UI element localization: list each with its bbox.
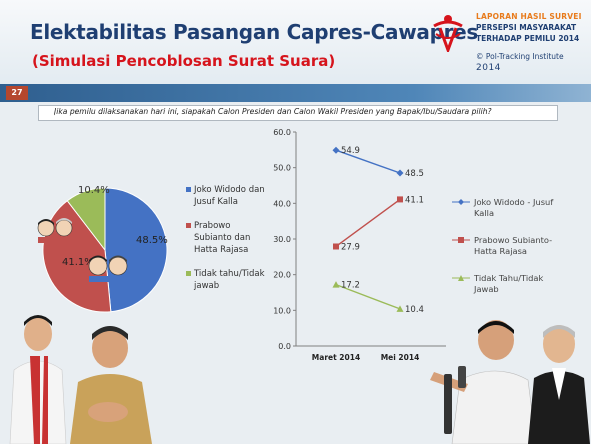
header-banner <box>0 0 591 84</box>
y-tick-label: 50.0 <box>273 164 291 173</box>
hatta-rajasa-figure <box>528 325 590 444</box>
report-line-2: PERSEPSI MASYARAKAT <box>476 23 577 32</box>
prabowo-hatta-photo <box>430 320 590 444</box>
report-line-1: LAPORAN HASIL SURVEI <box>476 12 582 21</box>
line-legend: Joko Widodo - Jusuf Kalla Prabowo Subian… <box>452 197 562 311</box>
data-point <box>332 281 340 288</box>
pie-legend-label: Prabowo Subianto dan Hatta Rajasa <box>194 221 251 255</box>
survey-question: Jika pemilu dilaksanakan hari ini, siapa… <box>54 107 492 116</box>
data-point <box>333 243 339 250</box>
line-legend-label: Joko Widodo - Jusuf Kalla <box>474 197 554 218</box>
report-line-3: TERHADAP PEMILU 2014 <box>476 34 580 43</box>
data-label: 48.5 <box>405 169 424 179</box>
y-tick-label: 30.0 <box>273 235 291 244</box>
data-label: 41.1 <box>405 195 424 205</box>
prabowo-hatta-thumbnail <box>37 218 73 243</box>
pie-legend-label: Joko Widodo dan Jusuf Kalla <box>194 185 265 207</box>
data-point <box>332 146 340 154</box>
candidate-thumbnails <box>37 218 128 282</box>
line-legend-item-undecided: Tidak Tahu/Tidak Jawab <box>452 273 562 295</box>
pie-legend: Joko Widodo dan Jusuf Kalla Prabowo Subi… <box>186 184 266 304</box>
page-subtitle: (Simulasi Pencoblosan Surat Suara) <box>32 52 336 70</box>
line-legend-label: Tidak Tahu/Tidak Jawab <box>474 273 544 294</box>
pie-legend-item-prabowo: Prabowo Subianto dan Hatta Rajasa <box>186 220 266 256</box>
divider-band <box>0 84 591 102</box>
line-chart: 0.0 10.0 20.0 30.0 40.0 50.0 60.0 Maret 2014 Mei… <box>273 128 446 362</box>
pie-legend-label: Tidak tahu/Tidak jawab <box>194 269 265 291</box>
pie-legend-swatch <box>186 223 191 228</box>
y-tick-label: 20.0 <box>273 271 291 280</box>
page-number: 27 <box>6 86 28 100</box>
data-point <box>396 305 404 312</box>
y-tick-label: 60.0 <box>273 128 291 137</box>
question-box <box>38 105 558 121</box>
copyright-text: © Pol-Tracking Institute <box>476 52 564 61</box>
diamond-marker-icon <box>452 199 470 205</box>
pie-slice-label: 48.5% <box>136 235 168 246</box>
jusuf-kalla-figure <box>70 326 152 444</box>
pie-legend-item-jokowi: Joko Widodo dan Jusuf Kalla <box>186 184 266 208</box>
pie-legend-swatch <box>186 271 191 276</box>
series-line-2 <box>335 283 401 310</box>
pie-slice-2 <box>66 187 106 252</box>
triangle-marker-icon <box>452 275 470 281</box>
data-label: 54.9 <box>341 146 360 156</box>
jokowi-jk-photo <box>9 315 152 444</box>
copyright-year: 2014 <box>476 63 501 73</box>
report-info: LAPORAN HASIL SURVEI PERSEPSI MASYARAKAT… <box>476 12 588 43</box>
data-label: 17.2 <box>341 281 360 291</box>
data-label: 27.9 <box>341 242 360 252</box>
data-point <box>397 196 403 203</box>
x-tick-label: Mei 2014 <box>381 353 420 362</box>
jokowi-jk-thumbnail <box>88 255 128 282</box>
microphone-icon <box>444 374 452 434</box>
y-tick-label: 40.0 <box>273 199 291 208</box>
x-tick-label: Maret 2014 <box>312 353 360 362</box>
series-line-0 <box>335 149 401 174</box>
jokowi-figure <box>9 315 67 444</box>
pie-slice-label: 10.4% <box>78 185 110 196</box>
data-label: 10.4 <box>405 305 424 315</box>
page-title: Elektabilitas Pasangan Capres-Cawapres <box>30 20 479 44</box>
y-tick-label: 0.0 <box>278 342 291 351</box>
pol-tracking-logo-icon <box>433 15 463 52</box>
pie-legend-item-undecided: Tidak tahu/Tidak jawab <box>186 268 266 292</box>
data-point <box>396 169 404 177</box>
series-line-1 <box>335 198 401 248</box>
line-legend-label: Prabowo Subianto-Hatta Rajasa <box>474 235 553 256</box>
square-marker-icon <box>452 237 470 243</box>
pie-legend-swatch <box>186 187 191 192</box>
line-legend-item-jokowi: Joko Widodo - Jusuf Kalla <box>452 197 562 219</box>
line-legend-item-prabowo: Prabowo Subianto-Hatta Rajasa <box>452 235 562 257</box>
pie-slice-label: 41.1% <box>62 257 94 268</box>
y-tick-label: 10.0 <box>273 306 291 315</box>
